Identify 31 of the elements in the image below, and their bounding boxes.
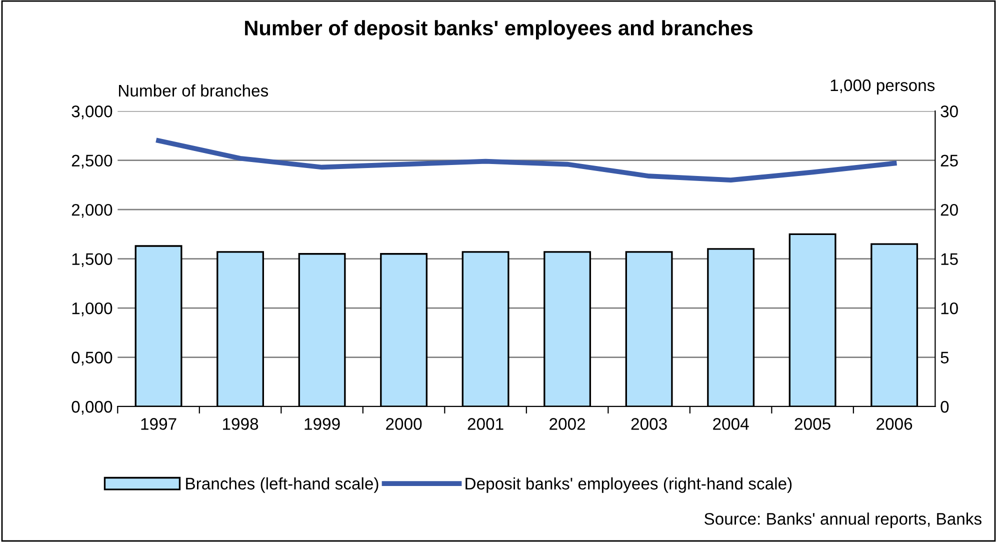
y2-tick-label: 20 xyxy=(940,204,958,216)
y2-tick-label: 0 xyxy=(940,400,949,413)
y-tick-label: 3,000 xyxy=(72,106,112,120)
y-tick-label: 1,000 xyxy=(72,302,112,316)
y-axis-title: Number of branches xyxy=(119,84,268,97)
x-tick-label: 2004 xyxy=(713,418,749,430)
x-tick-label: 1997 xyxy=(141,418,176,430)
y2-tick-label: 25 xyxy=(940,154,958,167)
x-tick-label: 2001 xyxy=(468,418,504,430)
x-tick-label: 2006 xyxy=(876,418,912,430)
line-series xyxy=(156,138,897,182)
y2-tick-label: 10 xyxy=(941,302,958,314)
legend-label: Branches (left-hand scale) xyxy=(186,477,378,493)
y2-tick-label: 30 xyxy=(940,106,958,118)
y-tick-label: 0,000 xyxy=(72,400,112,415)
y-tick-label: 2,500 xyxy=(72,154,112,169)
legend-label: Deposit banks' employees (right-hand scale) xyxy=(466,477,792,493)
x-tick-label: 2002 xyxy=(550,418,585,430)
y2-axis-title: 1,000 persons xyxy=(830,79,935,94)
x-tick-label: 2000 xyxy=(386,418,422,430)
x-tick-label: 1999 xyxy=(304,418,340,430)
source-note: Source: Banks' annual reports, Banks xyxy=(704,512,982,528)
y-tick-label: 1,500 xyxy=(72,253,112,267)
x-tick-label: 1998 xyxy=(223,418,258,430)
x-tick-label: 2005 xyxy=(794,418,830,430)
y-tick-label: 0,500 xyxy=(72,352,112,366)
y-tick-label: 2,000 xyxy=(72,204,112,218)
y2-tick-label: 5 xyxy=(940,352,949,364)
chart-title: Number of deposit banks' employees and branches xyxy=(245,20,753,40)
x-tick-label: 2003 xyxy=(631,418,667,430)
y2-tick-label: 15 xyxy=(941,253,958,266)
